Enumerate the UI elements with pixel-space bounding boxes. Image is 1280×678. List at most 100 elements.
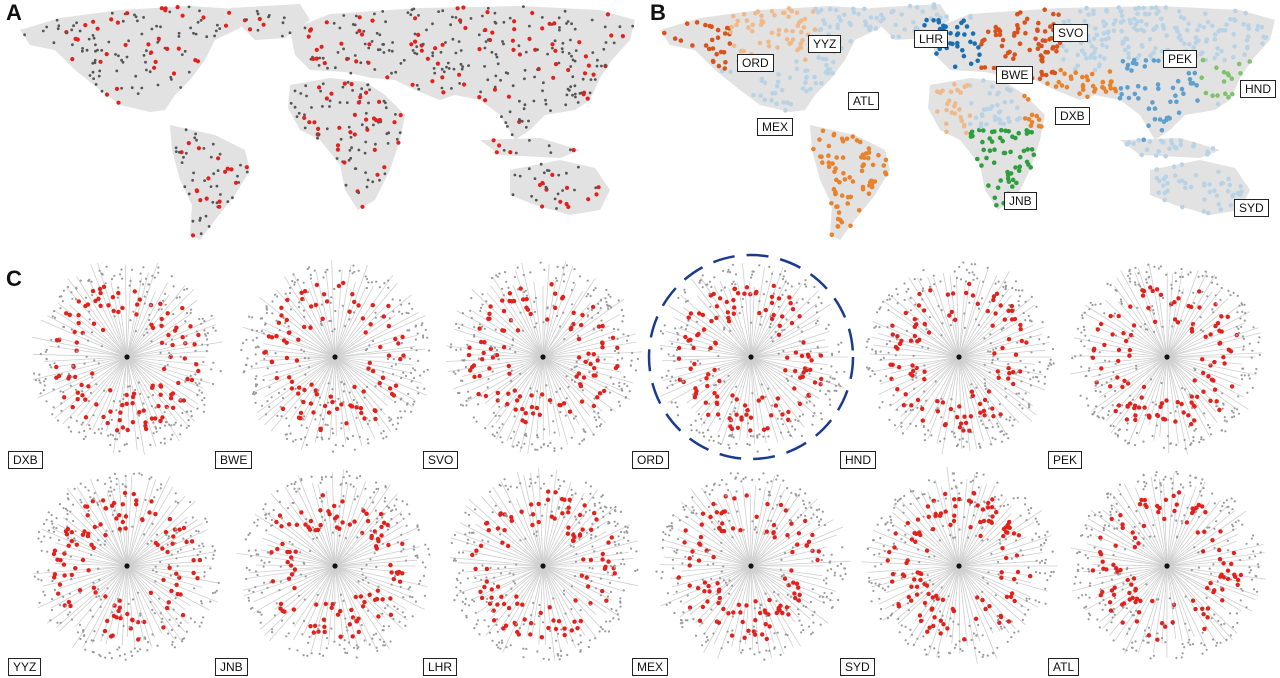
- tree-node: [978, 442, 981, 445]
- tree-branch: [673, 316, 752, 358]
- tree-branch: [126, 324, 216, 358]
- tree-node: [284, 355, 290, 361]
- airport-dot: [396, 140, 401, 145]
- tree-node: [159, 351, 162, 354]
- airport-dot: [973, 115, 979, 121]
- tree-node: [703, 400, 708, 405]
- airport-dot: [1124, 141, 1130, 147]
- airport-dot: [461, 5, 466, 10]
- tree-node: [149, 443, 152, 446]
- tree-node: [55, 517, 58, 520]
- tree-node: [806, 354, 811, 359]
- tree-node: [319, 403, 322, 407]
- tree-node: [1183, 388, 1186, 391]
- tree-node: [412, 403, 415, 406]
- tree-node: [189, 377, 195, 383]
- tree-node: [1235, 325, 1238, 328]
- tree-branch: [300, 356, 336, 451]
- tree-branch: [542, 265, 574, 358]
- tree-node: [99, 655, 102, 658]
- tree-node: [595, 395, 600, 400]
- tree-node: [69, 510, 72, 513]
- tree-node: [808, 367, 813, 372]
- airport-dot: [81, 49, 84, 53]
- tree-node: [614, 349, 617, 353]
- airport-dot: [316, 136, 319, 140]
- tree-root: [1164, 354, 1170, 360]
- tree-node: [100, 327, 106, 333]
- tree-node: [741, 305, 744, 309]
- airport-dot: [952, 111, 958, 116]
- tree-node: [392, 358, 395, 361]
- tree-node: [365, 518, 371, 524]
- airport-dot: [1119, 28, 1124, 34]
- tree-branch: [334, 356, 394, 402]
- tree-node: [409, 357, 412, 360]
- tree-node: [299, 290, 304, 295]
- airport-dot: [542, 81, 545, 85]
- tree-node: [117, 526, 123, 532]
- tree-node: [408, 513, 411, 516]
- airport-dot: [785, 100, 790, 105]
- tree-node: [187, 419, 190, 422]
- tree-node: [562, 273, 566, 276]
- airport-dot: [342, 160, 347, 165]
- airport-dot: [367, 101, 370, 105]
- airport-dot: [236, 174, 239, 178]
- tree-node: [318, 522, 323, 528]
- tree-node: [989, 350, 992, 353]
- airport-dot: [826, 164, 832, 170]
- airport-dot: [1139, 43, 1145, 48]
- tree-node: [538, 396, 541, 399]
- airport-dot: [107, 40, 111, 44]
- tree-node: [362, 416, 367, 421]
- tree-node: [1021, 289, 1024, 292]
- airport-dot: [1176, 9, 1182, 14]
- tree-node: [701, 327, 707, 332]
- tree-node: [196, 407, 199, 410]
- tree-node: [570, 289, 574, 292]
- tree-node: [819, 412, 823, 415]
- airport-dot: [485, 10, 490, 15]
- airport-dot: [359, 32, 365, 37]
- tree-node: [558, 403, 563, 408]
- tree-node: [879, 306, 882, 309]
- tree-branch: [334, 346, 416, 358]
- tree-node: [561, 401, 567, 406]
- tree-node: [1019, 338, 1024, 344]
- tree-branch: [325, 269, 336, 358]
- tree-branch: [697, 295, 752, 358]
- tree-node: [1102, 342, 1107, 348]
- tree-node: [519, 372, 522, 375]
- tree-node: [778, 409, 781, 413]
- airport-dot: [581, 77, 585, 81]
- tree-branch: [71, 565, 128, 649]
- tree-node: [1193, 301, 1196, 305]
- airport-dot: [955, 40, 960, 46]
- airport-dot: [569, 38, 572, 42]
- tree-branch: [334, 356, 428, 396]
- tree-node: [185, 335, 188, 338]
- landmass-africa: [928, 78, 1045, 210]
- tree-node: [964, 290, 969, 296]
- tree-node: [91, 376, 94, 379]
- tree-branch: [958, 298, 1031, 358]
- airport-dot: [1178, 142, 1184, 148]
- tree-node: [593, 410, 596, 413]
- tree-node: [728, 446, 731, 450]
- airport-dot: [431, 54, 435, 58]
- airport-dot: [1167, 146, 1172, 151]
- tree-branch: [666, 331, 752, 358]
- airport-dot: [245, 18, 249, 21]
- tree-node: [260, 591, 263, 594]
- airport-dot: [1104, 44, 1110, 50]
- tree-node: [414, 338, 417, 341]
- tree-branch: [958, 284, 970, 358]
- tree-branch: [126, 475, 133, 567]
- tree-node: [242, 371, 245, 374]
- airport-dot: [958, 90, 963, 95]
- airport-dot: [896, 34, 902, 39]
- tree-node: [959, 278, 963, 281]
- tree-node: [788, 301, 793, 306]
- tree-node: [293, 281, 296, 284]
